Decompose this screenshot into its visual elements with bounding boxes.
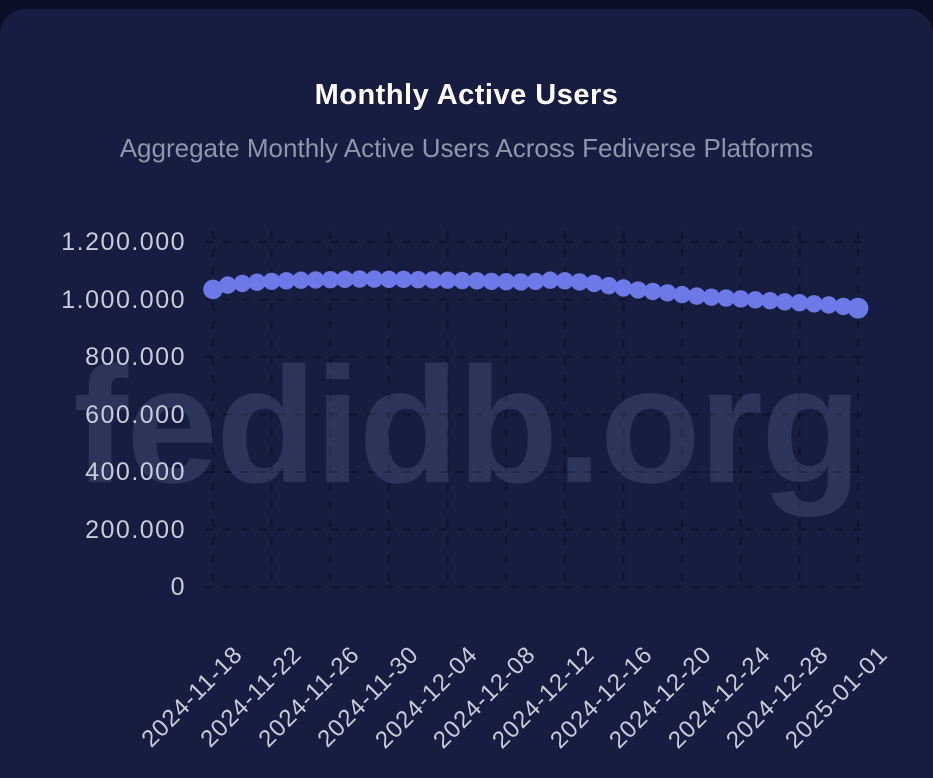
data-point[interactable] xyxy=(717,289,735,307)
data-point[interactable] xyxy=(438,271,457,289)
y-axis-tick-label: 800.000 xyxy=(85,343,186,371)
data-point[interactable] xyxy=(512,273,530,291)
data-point[interactable] xyxy=(761,291,779,310)
data-point[interactable] xyxy=(203,279,223,300)
data-point[interactable] xyxy=(556,272,574,290)
data-point[interactable] xyxy=(277,272,295,290)
y-axis-tick-label: 600.000 xyxy=(85,400,186,429)
data-point[interactable] xyxy=(350,270,369,288)
data-point[interactable] xyxy=(732,290,750,308)
data-point[interactable] xyxy=(365,270,383,288)
y-axis-tick-label: 0 xyxy=(170,573,186,601)
data-point[interactable] xyxy=(306,271,325,289)
data-point[interactable] xyxy=(688,287,706,305)
data-point[interactable] xyxy=(570,273,589,291)
data-point[interactable] xyxy=(847,297,869,319)
data-point[interactable] xyxy=(424,271,442,289)
y-axis-tick-label: 400.000 xyxy=(85,458,186,486)
data-point[interactable] xyxy=(658,284,677,302)
data-point[interactable] xyxy=(746,291,765,309)
data-point[interactable] xyxy=(541,271,559,289)
data-point[interactable] xyxy=(233,274,252,293)
data-point[interactable] xyxy=(394,270,413,289)
data-point[interactable] xyxy=(321,270,339,289)
data-point[interactable] xyxy=(600,277,618,295)
data-point[interactable] xyxy=(218,276,237,294)
y-axis-tick-label: 200.000 xyxy=(85,515,186,544)
data-point[interactable] xyxy=(248,273,266,291)
data-point[interactable] xyxy=(482,272,501,291)
chart-canvas[interactable] xyxy=(0,9,933,778)
data-point[interactable] xyxy=(526,272,545,291)
y-axis-tick-label: 1.200.000 xyxy=(61,228,186,256)
data-point[interactable] xyxy=(380,270,398,289)
data-point[interactable] xyxy=(805,295,823,313)
chart-subtitle: Aggregate Monthly Active Users Across Fe… xyxy=(119,133,814,163)
data-point[interactable] xyxy=(629,281,647,299)
data-point[interactable] xyxy=(409,270,427,289)
data-point[interactable] xyxy=(614,279,633,297)
data-point[interactable] xyxy=(834,297,853,316)
data-point[interactable] xyxy=(336,270,354,289)
data-point[interactable] xyxy=(497,272,515,291)
data-point[interactable] xyxy=(292,271,310,289)
chart-title: Monthly Active Users xyxy=(314,79,619,111)
data-point[interactable] xyxy=(453,271,471,290)
data-point[interactable] xyxy=(776,293,794,311)
data-point[interactable] xyxy=(644,282,662,301)
y-axis-tick-label: 1.000.000 xyxy=(61,285,186,314)
data-point[interactable] xyxy=(262,272,281,291)
data-point[interactable] xyxy=(673,285,691,304)
data-point[interactable] xyxy=(790,293,809,312)
data-point[interactable] xyxy=(585,274,603,293)
chart-card: Monthly Active Users Aggregate Monthly A… xyxy=(0,9,933,778)
data-point[interactable] xyxy=(468,272,486,290)
data-point[interactable] xyxy=(702,288,721,306)
data-point[interactable] xyxy=(819,296,838,314)
